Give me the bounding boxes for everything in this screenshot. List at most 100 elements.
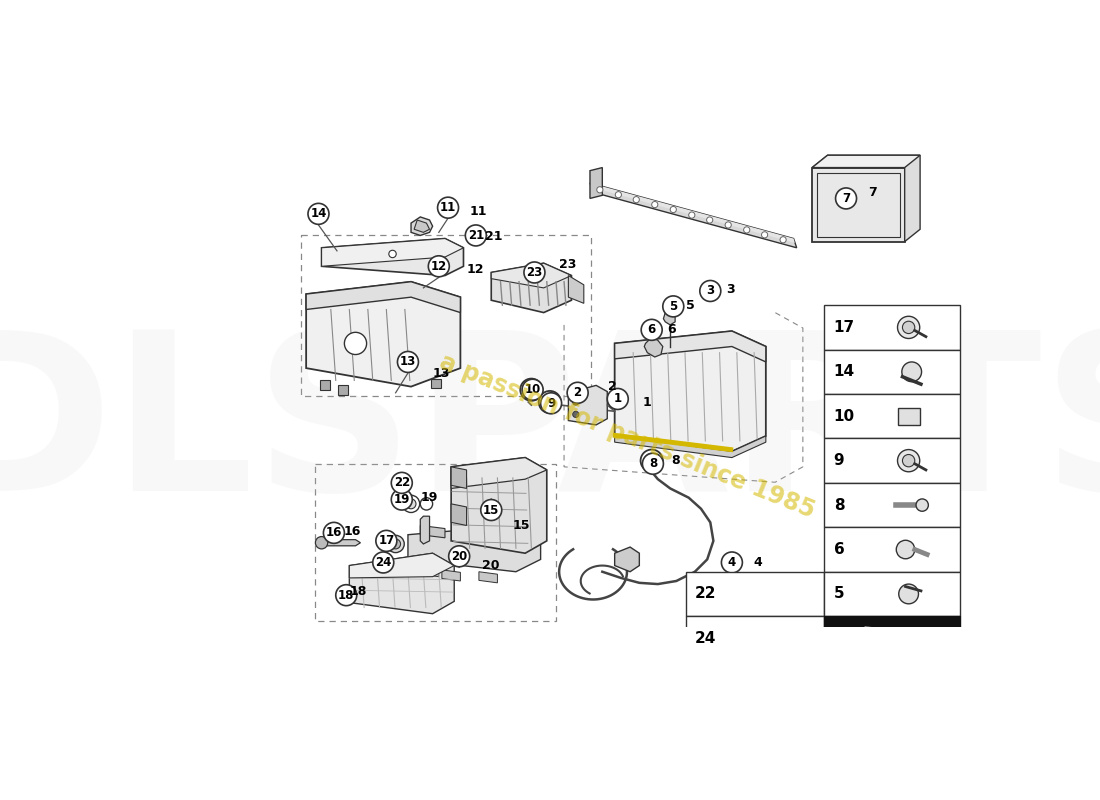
Polygon shape: [838, 626, 949, 651]
Text: 21: 21: [485, 230, 503, 243]
Circle shape: [896, 540, 915, 558]
Circle shape: [524, 262, 544, 283]
Bar: [431, 379, 441, 389]
Circle shape: [725, 222, 732, 228]
Text: 905 02: 905 02: [864, 645, 922, 660]
Text: DLSPARTS: DLSPARTS: [0, 323, 1100, 537]
Circle shape: [573, 399, 579, 405]
Text: 1: 1: [614, 393, 622, 406]
Polygon shape: [350, 554, 454, 578]
Circle shape: [420, 498, 432, 510]
Polygon shape: [306, 282, 461, 313]
Text: 10: 10: [525, 383, 541, 396]
Circle shape: [615, 192, 622, 198]
Polygon shape: [812, 155, 920, 242]
Bar: [685, 616, 825, 661]
Circle shape: [542, 394, 558, 410]
Polygon shape: [408, 526, 540, 572]
Text: 6: 6: [667, 323, 675, 336]
Text: 6: 6: [648, 323, 656, 336]
Polygon shape: [615, 436, 766, 458]
Polygon shape: [420, 516, 429, 544]
Circle shape: [902, 362, 922, 382]
Text: 19: 19: [420, 491, 438, 504]
Circle shape: [392, 489, 412, 510]
Circle shape: [916, 499, 928, 511]
Text: 2: 2: [573, 386, 582, 399]
Text: 23: 23: [559, 258, 576, 271]
Polygon shape: [478, 572, 497, 583]
Text: 16: 16: [326, 526, 342, 539]
Text: 10: 10: [834, 409, 855, 424]
Bar: [320, 381, 330, 390]
Circle shape: [736, 637, 746, 646]
Text: 22: 22: [695, 586, 716, 602]
Text: 4: 4: [728, 556, 736, 569]
Bar: [825, 350, 960, 394]
Bar: [817, 173, 900, 237]
Text: 11: 11: [470, 206, 487, 218]
Text: 17: 17: [378, 534, 395, 547]
Polygon shape: [420, 526, 446, 538]
Bar: [825, 394, 960, 438]
Circle shape: [390, 539, 400, 549]
Circle shape: [323, 522, 344, 543]
Polygon shape: [615, 331, 766, 451]
Text: 1: 1: [642, 395, 651, 409]
Text: 2: 2: [608, 380, 617, 393]
Circle shape: [308, 203, 329, 224]
Circle shape: [689, 212, 695, 218]
Circle shape: [373, 552, 394, 573]
Text: 8: 8: [649, 458, 657, 470]
Polygon shape: [590, 167, 603, 198]
Circle shape: [607, 389, 628, 410]
Text: a passion for parts since 1985: a passion for parts since 1985: [436, 350, 818, 522]
Text: 18: 18: [350, 585, 366, 598]
Text: 13: 13: [399, 355, 416, 369]
Circle shape: [902, 322, 915, 334]
Text: 22: 22: [394, 476, 410, 490]
Circle shape: [663, 296, 684, 317]
Circle shape: [642, 454, 663, 474]
Circle shape: [387, 535, 404, 553]
Circle shape: [344, 332, 366, 354]
Text: 4: 4: [754, 556, 762, 569]
Polygon shape: [451, 458, 547, 489]
Circle shape: [651, 202, 658, 208]
Circle shape: [539, 391, 561, 413]
Polygon shape: [411, 217, 432, 235]
Circle shape: [465, 225, 486, 246]
Circle shape: [376, 530, 397, 551]
Bar: [825, 527, 960, 572]
Bar: [301, 235, 591, 396]
Text: 23: 23: [526, 266, 542, 279]
Bar: [338, 386, 348, 394]
Circle shape: [902, 454, 915, 467]
Text: 18: 18: [338, 589, 354, 602]
Text: 13: 13: [432, 366, 450, 379]
Polygon shape: [306, 282, 461, 386]
Text: 9: 9: [834, 453, 845, 468]
Text: 3: 3: [726, 282, 735, 296]
Polygon shape: [451, 504, 466, 526]
Circle shape: [744, 227, 750, 233]
Text: 19: 19: [394, 493, 410, 506]
Text: 20: 20: [451, 550, 468, 563]
Circle shape: [670, 206, 676, 213]
Circle shape: [406, 499, 416, 509]
Text: 8: 8: [834, 498, 845, 513]
Circle shape: [438, 197, 459, 218]
Text: 7: 7: [868, 186, 877, 198]
Polygon shape: [569, 386, 607, 425]
Text: 12: 12: [431, 260, 447, 273]
Text: 24: 24: [375, 556, 392, 569]
Text: 5: 5: [834, 586, 845, 602]
Polygon shape: [569, 275, 584, 303]
Circle shape: [706, 217, 713, 223]
Text: 5: 5: [685, 298, 694, 312]
Bar: [825, 305, 960, 350]
Text: 11: 11: [440, 201, 456, 214]
Polygon shape: [812, 155, 920, 167]
Polygon shape: [350, 554, 454, 614]
Polygon shape: [615, 547, 639, 572]
